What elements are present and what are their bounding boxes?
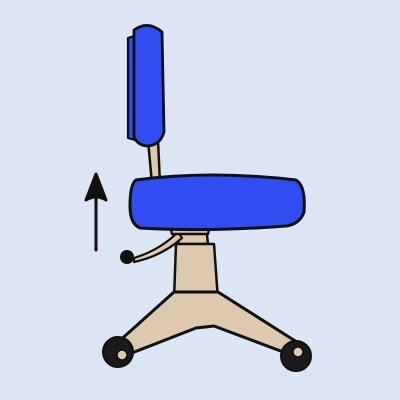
height-adjust-lever	[120, 230, 184, 264]
right-caster	[280, 340, 312, 372]
backrest	[126, 24, 166, 148]
lever-knob	[120, 250, 134, 264]
seat-cushion	[128, 173, 306, 232]
up-arrow-icon	[84, 172, 108, 252]
left-caster	[102, 336, 134, 368]
